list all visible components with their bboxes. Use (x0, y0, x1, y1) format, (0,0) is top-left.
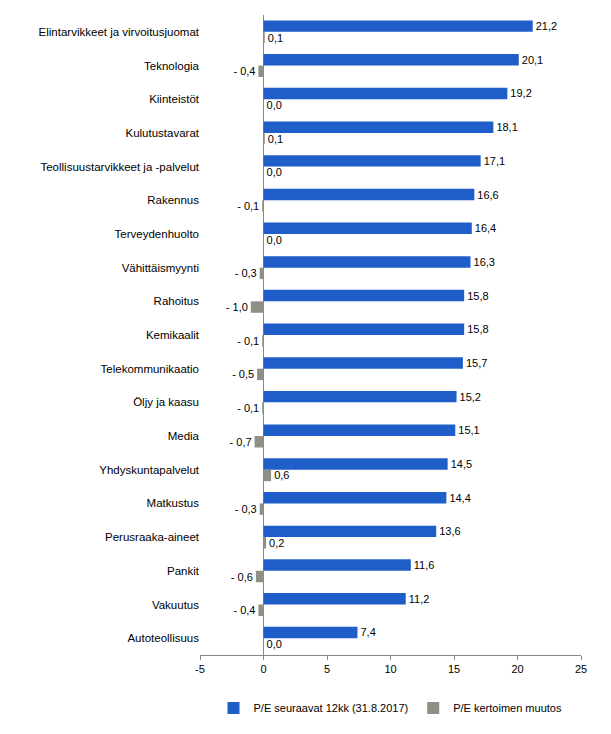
svg-text:P/E seuraavat 12kk (31.8.2017): P/E seuraavat 12kk (31.8.2017) (254, 702, 409, 714)
svg-text:0,1: 0,1 (268, 32, 283, 44)
svg-text:0,0: 0,0 (267, 166, 282, 178)
svg-text:15,7: 15,7 (466, 357, 487, 369)
svg-text:Matkustus: Matkustus (147, 497, 200, 509)
svg-text:- 0,6: - 0,6 (231, 571, 253, 583)
svg-text:15,1: 15,1 (458, 424, 479, 436)
svg-text:Perusraaka-aineet: Perusraaka-aineet (105, 531, 200, 543)
svg-text:16,6: 16,6 (477, 189, 498, 201)
svg-text:0,1: 0,1 (268, 133, 283, 145)
svg-text:Teollisuustarvikkeet ja -palve: Teollisuustarvikkeet ja -palvelut (40, 161, 199, 173)
svg-text:P/E kertoimen muutos: P/E kertoimen muutos (453, 702, 562, 714)
svg-text:- 0,1: - 0,1 (237, 402, 259, 414)
svg-text:14,4: 14,4 (449, 492, 470, 504)
svg-text:Autoteollisuus: Autoteollisuus (127, 632, 199, 644)
svg-text:- 0,1: - 0,1 (237, 335, 259, 347)
svg-text:0,2: 0,2 (269, 537, 284, 549)
svg-text:11,6: 11,6 (414, 559, 435, 571)
svg-text:15,8: 15,8 (467, 323, 488, 335)
svg-text:0,0: 0,0 (267, 99, 282, 111)
svg-text:Elintarvikkeet ja virvoitusjuo: Elintarvikkeet ja virvoitusjuomat (39, 26, 200, 38)
svg-text:18,1: 18,1 (496, 121, 517, 133)
svg-text:14,5: 14,5 (451, 458, 472, 470)
svg-text:Rakennus: Rakennus (147, 194, 199, 206)
svg-text:25: 25 (575, 663, 587, 675)
svg-text:Teknologia: Teknologia (144, 60, 200, 72)
svg-text:Pankit: Pankit (167, 565, 200, 577)
svg-text:- 0,4: - 0,4 (233, 604, 255, 616)
svg-text:20: 20 (511, 663, 523, 675)
svg-text:0,0: 0,0 (267, 234, 282, 246)
svg-text:17,1: 17,1 (484, 155, 505, 167)
svg-text:11,2: 11,2 (409, 593, 430, 605)
svg-text:20,1: 20,1 (522, 54, 543, 66)
svg-text:5: 5 (324, 663, 330, 675)
svg-text:15,2: 15,2 (460, 391, 481, 403)
svg-text:Kiinteistöt: Kiinteistöt (149, 93, 200, 105)
svg-text:- 1,0: - 1,0 (226, 301, 248, 313)
svg-text:Media: Media (168, 430, 200, 442)
svg-text:Rahoitus: Rahoitus (154, 295, 200, 307)
svg-text:15: 15 (448, 663, 460, 675)
svg-text:- 0,3: - 0,3 (235, 503, 257, 515)
svg-text:21,2: 21,2 (536, 20, 557, 32)
svg-text:- 0,1: - 0,1 (237, 200, 259, 212)
svg-text:0,0: 0,0 (267, 638, 282, 650)
svg-text:- 0,7: - 0,7 (230, 436, 252, 448)
svg-text:16,3: 16,3 (474, 256, 495, 268)
svg-text:Öljy ja kaasu: Öljy ja kaasu (133, 396, 199, 408)
svg-text:Terveydenhuolto: Terveydenhuolto (115, 228, 199, 240)
svg-text:7,4: 7,4 (360, 626, 375, 638)
svg-text:Yhdyskuntapalvelut: Yhdyskuntapalvelut (99, 464, 200, 476)
svg-text:15,8: 15,8 (467, 290, 488, 302)
svg-text:0,6: 0,6 (274, 469, 289, 481)
svg-text:- 0,3: - 0,3 (235, 267, 257, 279)
svg-text:Telekommunikaatio: Telekommunikaatio (101, 363, 199, 375)
svg-text:10: 10 (384, 663, 396, 675)
svg-text:Kulutustavarat: Kulutustavarat (125, 127, 199, 139)
svg-text:16,4: 16,4 (475, 222, 496, 234)
svg-text:- 0,4: - 0,4 (233, 65, 255, 77)
svg-text:Vakuutus: Vakuutus (152, 598, 199, 610)
svg-text:0: 0 (260, 663, 266, 675)
svg-text:19,2: 19,2 (510, 87, 531, 99)
svg-text:- 0,5: - 0,5 (232, 368, 254, 380)
svg-text:13,6: 13,6 (439, 525, 460, 537)
svg-text:-5: -5 (195, 663, 205, 675)
svg-text:Vähittäismyynti: Vähittäismyynti (122, 262, 199, 274)
svg-text:Kemikaalit: Kemikaalit (146, 329, 200, 341)
